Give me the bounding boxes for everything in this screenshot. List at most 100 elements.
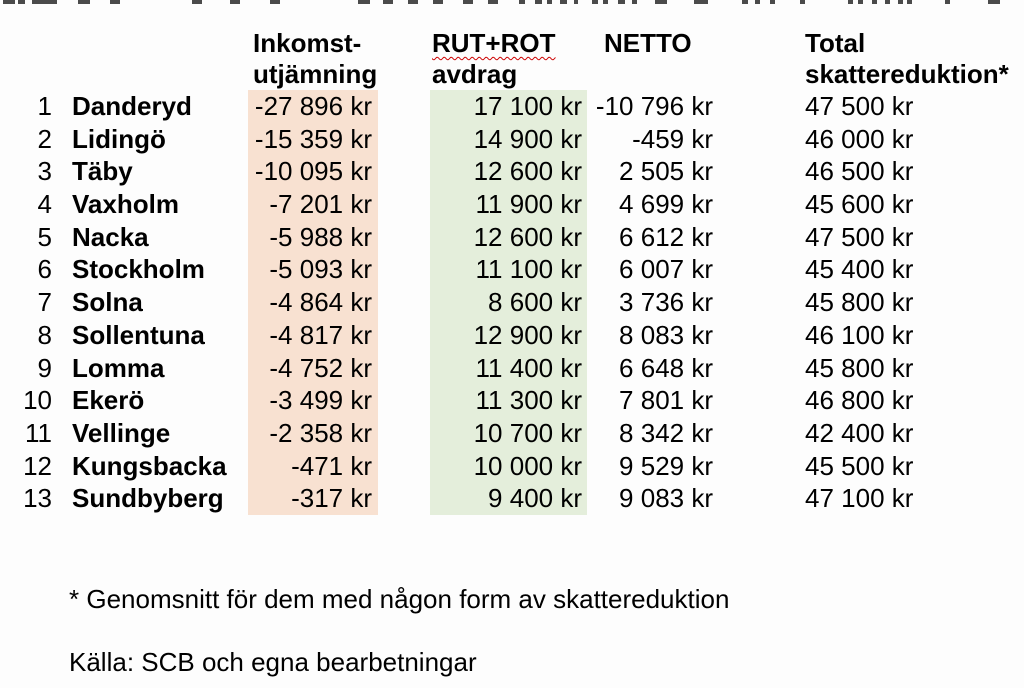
total-skattereduktion-cell: 46 500 kr — [805, 156, 914, 187]
inkomstutjamning-cell: -5 093 kr — [248, 253, 378, 287]
netto-cell: -459 kr — [632, 123, 713, 154]
table-row: 11 Vellinge -2 358 kr 10 700 kr 8 342 kr… — [0, 416, 1024, 450]
gap-cell-1 — [378, 188, 430, 221]
total-skattereduktion-cell: 47 500 kr — [805, 221, 914, 252]
rank-cell: 12 — [23, 450, 52, 481]
gap-cell-2 — [715, 221, 805, 254]
column-header-inkomstutjamning: Inkomst- utjämning — [248, 26, 378, 90]
municipality-name-cell: Lidingö — [72, 123, 166, 154]
table-row: 13 Sundbyberg -317 kr 9 400 kr 9 083 kr … — [0, 482, 1024, 515]
table-row: 6 Stockholm -5 093 kr 11 100 kr 6 007 kr… — [0, 253, 1024, 287]
gap-cell-1 — [378, 319, 430, 352]
total-skattereduktion-cell: 47 100 kr — [805, 483, 914, 514]
netto-cell: 6 612 kr — [619, 221, 713, 252]
municipality-name-cell: Ekerö — [72, 385, 145, 416]
gap-cell-1 — [378, 155, 430, 188]
gap-cell-1 — [378, 90, 430, 123]
gap-cell-2 — [715, 417, 805, 450]
netto-cell: 2 505 kr — [619, 156, 713, 187]
netto-cell: 7 801 kr — [619, 385, 713, 416]
rutrot-avdrag-cell: 12 600 kr — [430, 220, 587, 254]
rutrot-avdrag-cell: 17 100 kr — [430, 90, 587, 123]
table-body: 1 Danderyd -27 896 kr 17 100 kr -10 796 … — [0, 90, 1024, 515]
gap-cell-1 — [378, 286, 430, 319]
gap-cell-2 — [715, 450, 805, 483]
rutrot-avdrag-cell: 8 600 kr — [430, 286, 587, 319]
netto-cell: 9 083 kr — [619, 483, 713, 514]
column-header-rutrot-avdrag: RUT+ROT avdrag — [430, 26, 587, 90]
rank-cell: 1 — [37, 91, 52, 121]
total-skattereduktion-cell: 46 800 kr — [805, 385, 914, 416]
municipality-name-cell: Sundbyberg — [72, 483, 224, 514]
gap-cell-1 — [378, 417, 430, 450]
inkomstutjamning-cell: -317 kr — [248, 482, 378, 515]
gap-cell-1 — [378, 221, 430, 254]
header-total-line2: skattereduktion* — [805, 59, 1009, 89]
source-note: Källa: SCB och egna bearbetningar — [69, 647, 477, 677]
gap-cell-1 — [378, 352, 430, 385]
inkomstutjamning-cell: -2 358 kr — [248, 416, 378, 450]
table-row: 8 Sollentuna -4 817 kr 12 900 kr 8 083 k… — [0, 318, 1024, 352]
gap-cell-2 — [715, 253, 805, 286]
rank-cell: 9 — [37, 352, 52, 383]
total-skattereduktion-cell: 46 100 kr — [805, 319, 914, 350]
netto-cell: 3 736 kr — [619, 287, 713, 318]
total-skattereduktion-cell: 42 400 kr — [805, 417, 914, 448]
inkomstutjamning-cell: -471 kr — [248, 449, 378, 483]
inkomstutjamning-cell: -4 817 kr — [248, 318, 378, 352]
rutrot-avdrag-cell: 11 400 kr — [430, 351, 587, 385]
inkomstutjamning-cell: -7 201 kr — [248, 188, 378, 221]
header-rank-spacer — [0, 26, 55, 90]
gap-cell-2 — [715, 286, 805, 319]
table-row: 3 Täby -10 095 kr 12 600 kr 2 505 kr 46 … — [0, 155, 1024, 189]
column-header-total-skattereduktion: Total skattereduktion* — [805, 26, 1024, 90]
header-gap-1 — [378, 26, 430, 90]
netto-cell: 9 529 kr — [619, 450, 713, 481]
total-skattereduktion-cell: 45 500 kr — [805, 450, 914, 481]
header-total-line1: Total — [805, 28, 866, 58]
gap-cell-2 — [715, 188, 805, 221]
header-name-spacer — [55, 26, 248, 90]
total-skattereduktion-cell: 45 400 kr — [805, 254, 914, 285]
rank-cell: 10 — [23, 385, 52, 416]
header-inkomst-line1: Inkomst- — [253, 28, 362, 58]
gap-cell-1 — [378, 384, 430, 417]
table-row: 12 Kungsbacka -471 kr 10 000 kr 9 529 kr… — [0, 449, 1024, 483]
clipped-text-remnant — [0, 0, 1024, 5]
municipality-name-cell: Nacka — [72, 221, 149, 252]
netto-cell: 4 699 kr — [619, 189, 713, 220]
gap-cell-2 — [715, 90, 805, 123]
municipality-name-cell: Sollentuna — [72, 319, 205, 350]
municipality-name-cell: Vaxholm — [72, 189, 179, 220]
table-row: 7 Solna -4 864 kr 8 600 kr 3 736 kr 45 8… — [0, 286, 1024, 319]
municipality-name-cell: Lomma — [72, 352, 165, 383]
inkomstutjamning-cell: -4 864 kr — [248, 286, 378, 319]
gap-cell-1 — [378, 450, 430, 483]
table-row: 5 Nacka -5 988 kr 12 600 kr 6 612 kr 47 … — [0, 220, 1024, 254]
inkomstutjamning-cell: -10 095 kr — [248, 155, 378, 189]
inkomstutjamning-cell: -15 359 kr — [248, 122, 378, 156]
rutrot-avdrag-cell: 11 100 kr — [430, 253, 587, 287]
municipality-name-cell: Stockholm — [72, 254, 205, 285]
table-row: 1 Danderyd -27 896 kr 17 100 kr -10 796 … — [0, 90, 1024, 123]
header-netto-label: NETTO — [604, 28, 692, 58]
rank-cell: 2 — [37, 123, 52, 154]
table-row: 9 Lomma -4 752 kr 11 400 kr 6 648 kr 45 … — [0, 351, 1024, 385]
inkomstutjamning-cell: -3 499 kr — [248, 384, 378, 417]
inkomstutjamning-cell: -4 752 kr — [248, 351, 378, 385]
rank-cell: 6 — [37, 254, 52, 285]
netto-cell: 6 648 kr — [619, 352, 713, 383]
gap-cell-1 — [378, 482, 430, 515]
netto-cell: 6 007 kr — [619, 254, 713, 285]
municipality-name-cell: Danderyd — [72, 91, 192, 121]
netto-cell: 8 342 kr — [619, 417, 713, 448]
gap-cell-2 — [715, 384, 805, 417]
rank-cell: 5 — [37, 221, 52, 252]
rank-cell: 13 — [23, 483, 52, 514]
asterisk-footnote: * Genomsnitt för dem med någon form av s… — [69, 584, 730, 614]
rank-cell: 11 — [25, 417, 52, 448]
gap-cell-2 — [715, 482, 805, 515]
ranking-table: Inkomst- utjämning RUT+ROT avdrag NETTO … — [0, 26, 1024, 515]
total-skattereduktion-cell: 45 800 kr — [805, 352, 914, 383]
municipality-name-cell: Kungsbacka — [72, 450, 227, 481]
